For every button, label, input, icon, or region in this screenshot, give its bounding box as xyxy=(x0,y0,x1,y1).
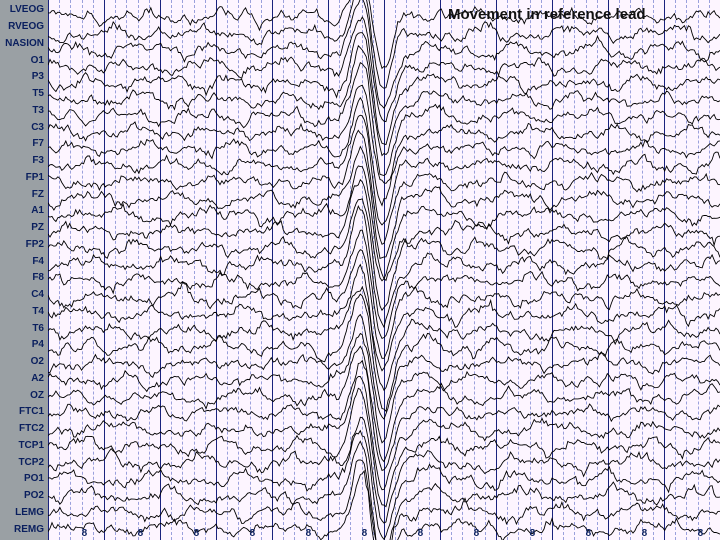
channel-label: T6 xyxy=(0,320,48,337)
channel-label: OZ xyxy=(0,387,48,404)
trace xyxy=(48,250,720,359)
trace xyxy=(48,206,720,327)
time-tick: 8 xyxy=(82,528,88,539)
trace xyxy=(48,180,720,281)
channel-label: T5 xyxy=(0,86,48,103)
channel-label: FTC1 xyxy=(0,404,48,421)
time-tick: 8 xyxy=(698,528,704,539)
trace xyxy=(48,115,720,225)
time-tick: 8 xyxy=(194,528,200,539)
time-tick: 8 xyxy=(138,528,144,539)
channel-label: P3 xyxy=(0,69,48,86)
channel-label: FP2 xyxy=(0,237,48,254)
waveform-plot-area: 8 8 8 8 8 8 8 8 8 8 8 8 Movement in reference lead xyxy=(48,0,720,540)
channel-label: C4 xyxy=(0,287,48,304)
trace xyxy=(48,287,720,390)
trace xyxy=(48,147,720,259)
trace xyxy=(48,377,720,490)
channel-label: F4 xyxy=(0,253,48,270)
channel-label: F7 xyxy=(0,136,48,153)
channel-label: LVEOG xyxy=(0,2,48,19)
time-tick: 8 xyxy=(306,528,312,539)
channel-label: LEMG xyxy=(0,505,48,522)
channel-label: O1 xyxy=(0,52,48,69)
time-tick: 8 xyxy=(362,528,368,539)
trace xyxy=(48,85,720,183)
trace xyxy=(48,334,720,443)
channel-label: FTC2 xyxy=(0,421,48,438)
channel-label: P4 xyxy=(0,337,48,354)
channel-label: FZ xyxy=(0,186,48,203)
channel-label: T3 xyxy=(0,103,48,120)
time-tick: 8 xyxy=(474,528,480,539)
channel-label: TCP2 xyxy=(0,454,48,471)
time-tick: 8 xyxy=(250,528,256,539)
trace xyxy=(48,315,720,420)
trace xyxy=(48,46,720,156)
channel-label: PZ xyxy=(0,220,48,237)
channel-label: RVEOG xyxy=(0,19,48,36)
waveform-traces xyxy=(48,0,720,540)
trace xyxy=(48,230,720,338)
trace xyxy=(48,346,720,461)
time-tick: 8 xyxy=(530,528,536,539)
channel-label: TCP1 xyxy=(0,438,48,455)
trace xyxy=(48,17,720,122)
annotation-label: Movement in reference lead xyxy=(448,6,646,23)
trace xyxy=(48,294,720,411)
channel-label: C3 xyxy=(0,119,48,136)
channel-label: PO2 xyxy=(0,488,48,505)
channel-label: PO1 xyxy=(0,471,48,488)
trace xyxy=(48,63,720,176)
trace xyxy=(48,265,720,371)
time-tick: 8 xyxy=(642,528,648,539)
channel-label: A1 xyxy=(0,203,48,220)
time-tick: 8 xyxy=(586,528,592,539)
trace xyxy=(48,199,720,310)
channel-label: F8 xyxy=(0,270,48,287)
time-axis-ticks: 8 8 8 8 8 8 8 8 8 8 8 8 xyxy=(48,526,720,540)
channel-label: A2 xyxy=(0,371,48,388)
eeg-viewer: LVEOGRVEOGNASIONO1P3T5T3C3F7F3FP1FZA1PZF… xyxy=(0,0,720,540)
channel-label: REMG xyxy=(0,521,48,538)
trace xyxy=(48,130,720,244)
channel-label: T4 xyxy=(0,304,48,321)
channel-label: F3 xyxy=(0,153,48,170)
channel-label: NASION xyxy=(0,36,48,53)
trace xyxy=(48,98,720,206)
time-tick: 8 xyxy=(418,528,424,539)
channel-label: FP1 xyxy=(0,170,48,187)
channel-label-column: LVEOGRVEOGNASIONO1P3T5T3C3F7F3FP1FZA1PZF… xyxy=(0,0,48,540)
channel-label: O2 xyxy=(0,354,48,371)
